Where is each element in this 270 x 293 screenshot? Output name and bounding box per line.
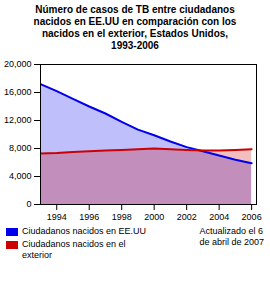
svg-text:2006: 2006 — [242, 212, 262, 222]
svg-text:8,000: 8,000 — [9, 143, 32, 153]
html-text:Número de casos de TB entre ci: Número de casos de TB entre ciudadanos n… — [33, 4, 237, 51]
svg-text:1996: 1996 — [79, 212, 99, 222]
html-text:Ciudadanos nacidos en EE.UU: Ciudadanos nacidos en EE.UU — [22, 226, 147, 236]
svg-text:1998: 1998 — [112, 212, 132, 222]
html-text:Ciudadanos nacidos en el exter: Ciudadanos nacidos en el exterior — [22, 238, 126, 260]
svg-text:1994: 1994 — [47, 212, 67, 222]
svg-text:2004: 2004 — [209, 212, 229, 222]
svg-text:2002: 2002 — [177, 212, 197, 222]
svg-text:0: 0 — [26, 199, 31, 209]
svg-text:20,000: 20,000 — [4, 59, 32, 69]
svg-text:16,000: 16,000 — [4, 87, 32, 97]
html-text:Actualizado el 6 de abril de 2: Actualizado el 6 de abril de 2007 — [199, 226, 264, 247]
svg-text:4,000: 4,000 — [9, 171, 32, 181]
svg-text:2000: 2000 — [144, 212, 164, 222]
svg-text:12,000: 12,000 — [4, 115, 32, 125]
